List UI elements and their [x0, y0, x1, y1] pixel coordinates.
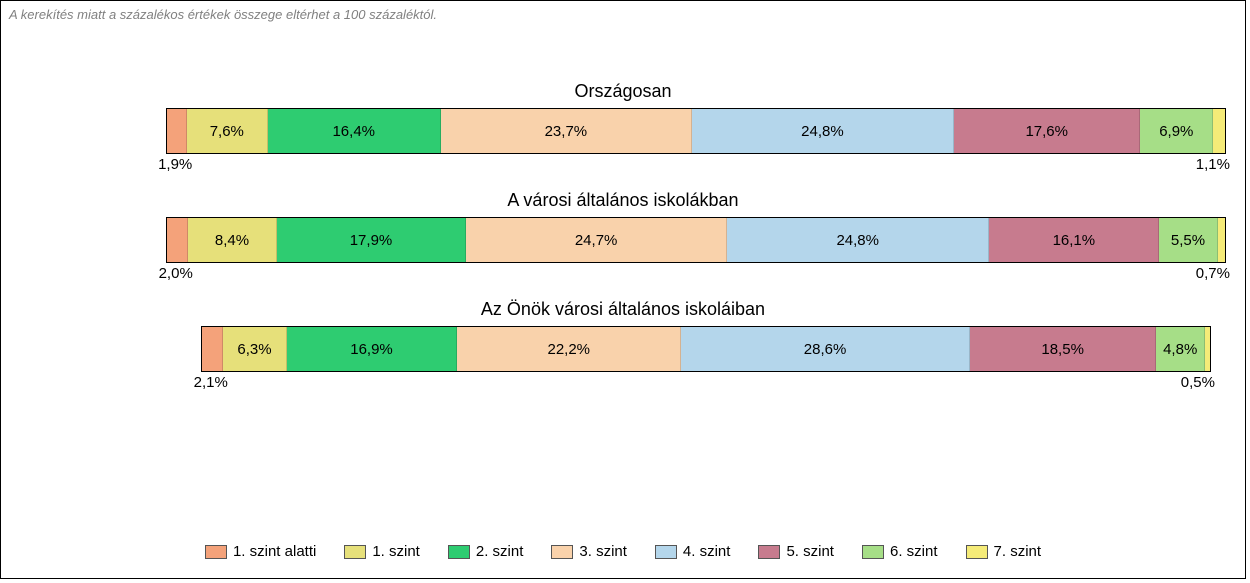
- bar-row: Az Önök városi általános iskoláiban 2,1%0…: [1, 299, 1245, 372]
- bar-segment: 16,4%: [268, 109, 442, 153]
- footnote: A kerekítés miatt a százalékos értékek ö…: [9, 7, 437, 22]
- legend-label: 1. szint: [372, 543, 420, 560]
- bar-segment: [1205, 327, 1210, 371]
- bar-row: A városi általános iskolákban 2,0%0,7%8,4…: [1, 190, 1245, 263]
- legend: 1. szint alatti 1. szint 2. szint 3. szint 4…: [1, 543, 1245, 560]
- bar-segment: 24,8%: [727, 218, 989, 262]
- bar-segment: [1213, 109, 1225, 153]
- legend-swatch: [758, 545, 780, 559]
- bar-wrap: 2,0%0,7%8,4%17,9%24,7%24,8%16,1%5,5%: [166, 217, 1226, 263]
- legend-swatch: [344, 545, 366, 559]
- stacked-bar: 7,6%16,4%23,7%24,8%17,6%6,9%: [166, 108, 1226, 154]
- legend-item: 1. szint alatti: [205, 543, 316, 560]
- bar-segment: [167, 218, 188, 262]
- bar-segment: [202, 327, 223, 371]
- legend-item: 7. szint: [966, 543, 1042, 560]
- legend-item: 5. szint: [758, 543, 834, 560]
- legend-label: 1. szint alatti: [233, 543, 316, 560]
- legend-swatch: [551, 545, 573, 559]
- legend-label: 4. szint: [683, 543, 731, 560]
- bar-segment: 6,3%: [223, 327, 287, 371]
- legend-label: 3. szint: [579, 543, 627, 560]
- segment-label-outside: 0,5%: [1181, 374, 1215, 391]
- bar-segment: 16,1%: [989, 218, 1159, 262]
- segment-label-outside: 0,7%: [1196, 265, 1230, 282]
- bar-segment: 8,4%: [188, 218, 277, 262]
- legend-item: 4. szint: [655, 543, 731, 560]
- chart-container: A kerekítés miatt a százalékos értékek ö…: [0, 0, 1246, 579]
- legend-swatch: [966, 545, 988, 559]
- legend-label: 2. szint: [476, 543, 524, 560]
- segment-label-outside: 2,0%: [159, 265, 193, 282]
- bar-segment: 4,8%: [1156, 327, 1204, 371]
- bar-segment: 6,9%: [1140, 109, 1213, 153]
- segment-label-outside: 1,1%: [1196, 156, 1230, 173]
- chart-area: Országosan1,9%1,1%7,6%16,4%23,7%24,8%17,…: [1, 81, 1245, 408]
- legend-swatch: [655, 545, 677, 559]
- legend-item: 1. szint: [344, 543, 420, 560]
- legend-label: 5. szint: [786, 543, 834, 560]
- row-title: A városi általános iskolákban: [1, 190, 1245, 211]
- bar-segment: 24,7%: [466, 218, 727, 262]
- legend-swatch: [862, 545, 884, 559]
- legend-item: 2. szint: [448, 543, 524, 560]
- legend-swatch: [448, 545, 470, 559]
- legend-label: 6. szint: [890, 543, 938, 560]
- segment-label-outside: 2,1%: [194, 374, 228, 391]
- bar-segment: 24,8%: [692, 109, 954, 153]
- stacked-bar: 8,4%17,9%24,7%24,8%16,1%5,5%: [166, 217, 1226, 263]
- legend-item: 6. szint: [862, 543, 938, 560]
- bar-segment: 7,6%: [187, 109, 267, 153]
- bar-segment: 5,5%: [1159, 218, 1217, 262]
- bar-segment: [1218, 218, 1225, 262]
- segment-label-outside: 1,9%: [158, 156, 192, 173]
- bar-segment: 17,9%: [277, 218, 466, 262]
- bar-segment: 17,6%: [954, 109, 1140, 153]
- bar-segment: [167, 109, 187, 153]
- bar-segment: 28,6%: [681, 327, 970, 371]
- bar-row: Országosan1,9%1,1%7,6%16,4%23,7%24,8%17,…: [1, 81, 1245, 154]
- bar-segment: 18,5%: [970, 327, 1157, 371]
- row-title: Országosan: [1, 81, 1245, 102]
- stacked-bar: 6,3%16,9%22,2%28,6%18,5%4,8%: [201, 326, 1211, 372]
- legend-label: 7. szint: [994, 543, 1042, 560]
- bar-wrap: 1,9%1,1%7,6%16,4%23,7%24,8%17,6%6,9%: [166, 108, 1226, 154]
- bar-segment: 23,7%: [441, 109, 692, 153]
- legend-item: 3. szint: [551, 543, 627, 560]
- bar-wrap: 2,1%0,5%6,3%16,9%22,2%28,6%18,5%4,8%: [201, 326, 1211, 372]
- row-title: Az Önök városi általános iskoláiban: [1, 299, 1245, 320]
- legend-swatch: [205, 545, 227, 559]
- bar-segment: 16,9%: [287, 327, 458, 371]
- bar-segment: 22,2%: [457, 327, 681, 371]
